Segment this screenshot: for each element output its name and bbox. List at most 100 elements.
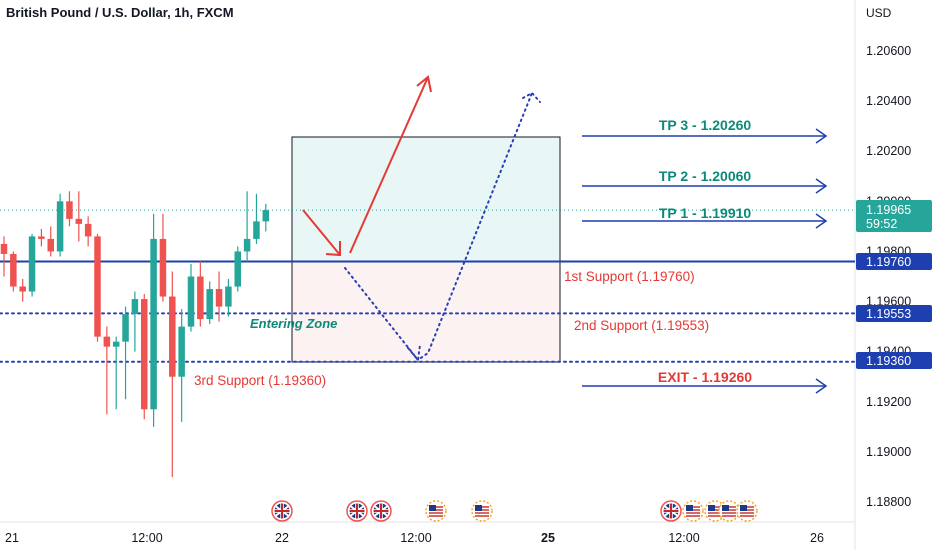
time-tick-1200-a: 12:00 <box>131 531 162 545</box>
candle-body <box>197 276 204 320</box>
candle-body <box>225 286 232 307</box>
candle[interactable] <box>38 228 45 247</box>
candle[interactable] <box>159 213 167 302</box>
projection-arrow-down[interactable] <box>302 209 341 257</box>
candle[interactable] <box>103 326 111 415</box>
candle[interactable] <box>206 281 213 325</box>
us-flag-icon[interactable] <box>471 500 493 522</box>
time-tick-26: 26 <box>810 531 824 545</box>
entry-zone-box[interactable] <box>291 260 561 363</box>
level-tag-1-value: 1.19760 <box>866 255 911 269</box>
candle[interactable] <box>47 226 55 257</box>
candle[interactable] <box>215 271 223 322</box>
candle[interactable] <box>19 279 26 302</box>
projection-dotted-path[interactable] <box>344 91 541 363</box>
candle-body <box>131 299 139 315</box>
price-tick: 1.19200 <box>866 395 911 409</box>
candle[interactable] <box>150 213 157 427</box>
support2-label[interactable]: 2nd Support (1.19553) <box>574 318 709 333</box>
current-price-tag: 1.19965 59:52 <box>856 200 932 232</box>
projection-arrow-up[interactable] <box>349 75 432 254</box>
candle-body <box>112 341 120 347</box>
time-tick-1200-b: 12:00 <box>400 531 431 545</box>
exit-label[interactable]: EXIT - 1.19260 <box>658 369 752 385</box>
us-flag-icon[interactable] <box>718 500 740 522</box>
candle[interactable] <box>28 233 36 297</box>
candle[interactable] <box>187 263 195 332</box>
candle-body <box>19 286 26 292</box>
candle[interactable] <box>94 233 101 342</box>
tp3-label[interactable]: TP 3 - 1.20260 <box>659 117 752 133</box>
candle-body <box>206 289 213 320</box>
candle[interactable] <box>141 294 148 420</box>
candle-body <box>103 336 111 347</box>
candle-body <box>56 201 64 252</box>
tp3-arrow[interactable] <box>582 128 828 144</box>
us-flag-icon[interactable] <box>682 500 704 522</box>
candle-body <box>28 236 36 292</box>
currency-label: USD <box>866 6 892 20</box>
support3-label[interactable]: 3rd Support (1.19360) <box>194 373 326 388</box>
candle[interactable] <box>253 193 260 244</box>
candle[interactable] <box>169 271 176 477</box>
countdown-value: 59:52 <box>866 217 897 231</box>
level-tag-3-value: 1.19360 <box>866 354 911 368</box>
uk-flag-icon[interactable] <box>660 500 682 522</box>
price-tick: 1.18800 <box>866 495 911 509</box>
uk-flag-icon[interactable] <box>271 500 293 522</box>
tp2-label[interactable]: TP 2 - 1.20060 <box>659 168 752 184</box>
candle[interactable] <box>0 236 8 277</box>
us-flag-icon[interactable] <box>736 500 758 522</box>
candle[interactable] <box>178 309 185 422</box>
level-tag-2-value: 1.19553 <box>866 307 911 321</box>
candle-body <box>159 238 167 297</box>
entering-zone-label[interactable]: Entering Zone <box>250 316 337 331</box>
candle-body <box>0 243 8 254</box>
candle[interactable] <box>10 251 17 292</box>
uk-flag-icon[interactable] <box>346 500 368 522</box>
level-tag-3: 1.19360 <box>856 352 932 369</box>
exit-arrow[interactable] <box>582 378 828 394</box>
level-tag-1: 1.19760 <box>856 253 932 270</box>
candle[interactable] <box>131 291 139 352</box>
time-tick-22: 22 <box>275 531 289 545</box>
candle-body <box>47 238 54 252</box>
candle[interactable] <box>243 191 251 262</box>
candle[interactable] <box>225 279 232 317</box>
tp2-arrow[interactable] <box>582 178 828 194</box>
level-tag-2: 1.19553 <box>856 305 932 322</box>
price-tick: 1.19000 <box>866 445 911 459</box>
candle[interactable] <box>122 306 129 400</box>
candle[interactable] <box>56 193 64 257</box>
us-flag-icon[interactable] <box>425 500 447 522</box>
tp1-arrow[interactable] <box>582 213 828 229</box>
candle-body <box>178 326 185 377</box>
candle[interactable] <box>66 191 73 227</box>
candle-body <box>141 299 148 410</box>
candle-body <box>10 253 17 287</box>
price-tick: 1.20600 <box>866 44 911 58</box>
candle-body <box>94 236 101 337</box>
support1-label[interactable]: 1st Support (1.19760) <box>564 269 695 284</box>
tp1-label[interactable]: TP 1 - 1.19910 <box>659 205 752 221</box>
uk-flag-icon[interactable] <box>370 500 392 522</box>
target-zone-box[interactable] <box>291 136 561 262</box>
candle-body <box>215 289 223 307</box>
candle-body <box>122 314 129 342</box>
candle[interactable] <box>197 261 204 327</box>
candle-body <box>66 201 73 219</box>
candle-body <box>262 210 270 222</box>
price-tick: 1.20200 <box>866 144 911 158</box>
candle[interactable] <box>84 216 92 247</box>
candle-body <box>243 238 251 252</box>
candle[interactable] <box>112 336 120 410</box>
candle-body <box>234 251 241 287</box>
candle-body <box>75 218 83 224</box>
symbol-title[interactable]: British Pound / U.S. Dollar, 1h, FXCM <box>6 5 234 20</box>
candle[interactable] <box>262 203 270 232</box>
candle[interactable] <box>75 191 83 242</box>
candle[interactable] <box>234 246 242 292</box>
price-tick: 1.20400 <box>866 94 911 108</box>
